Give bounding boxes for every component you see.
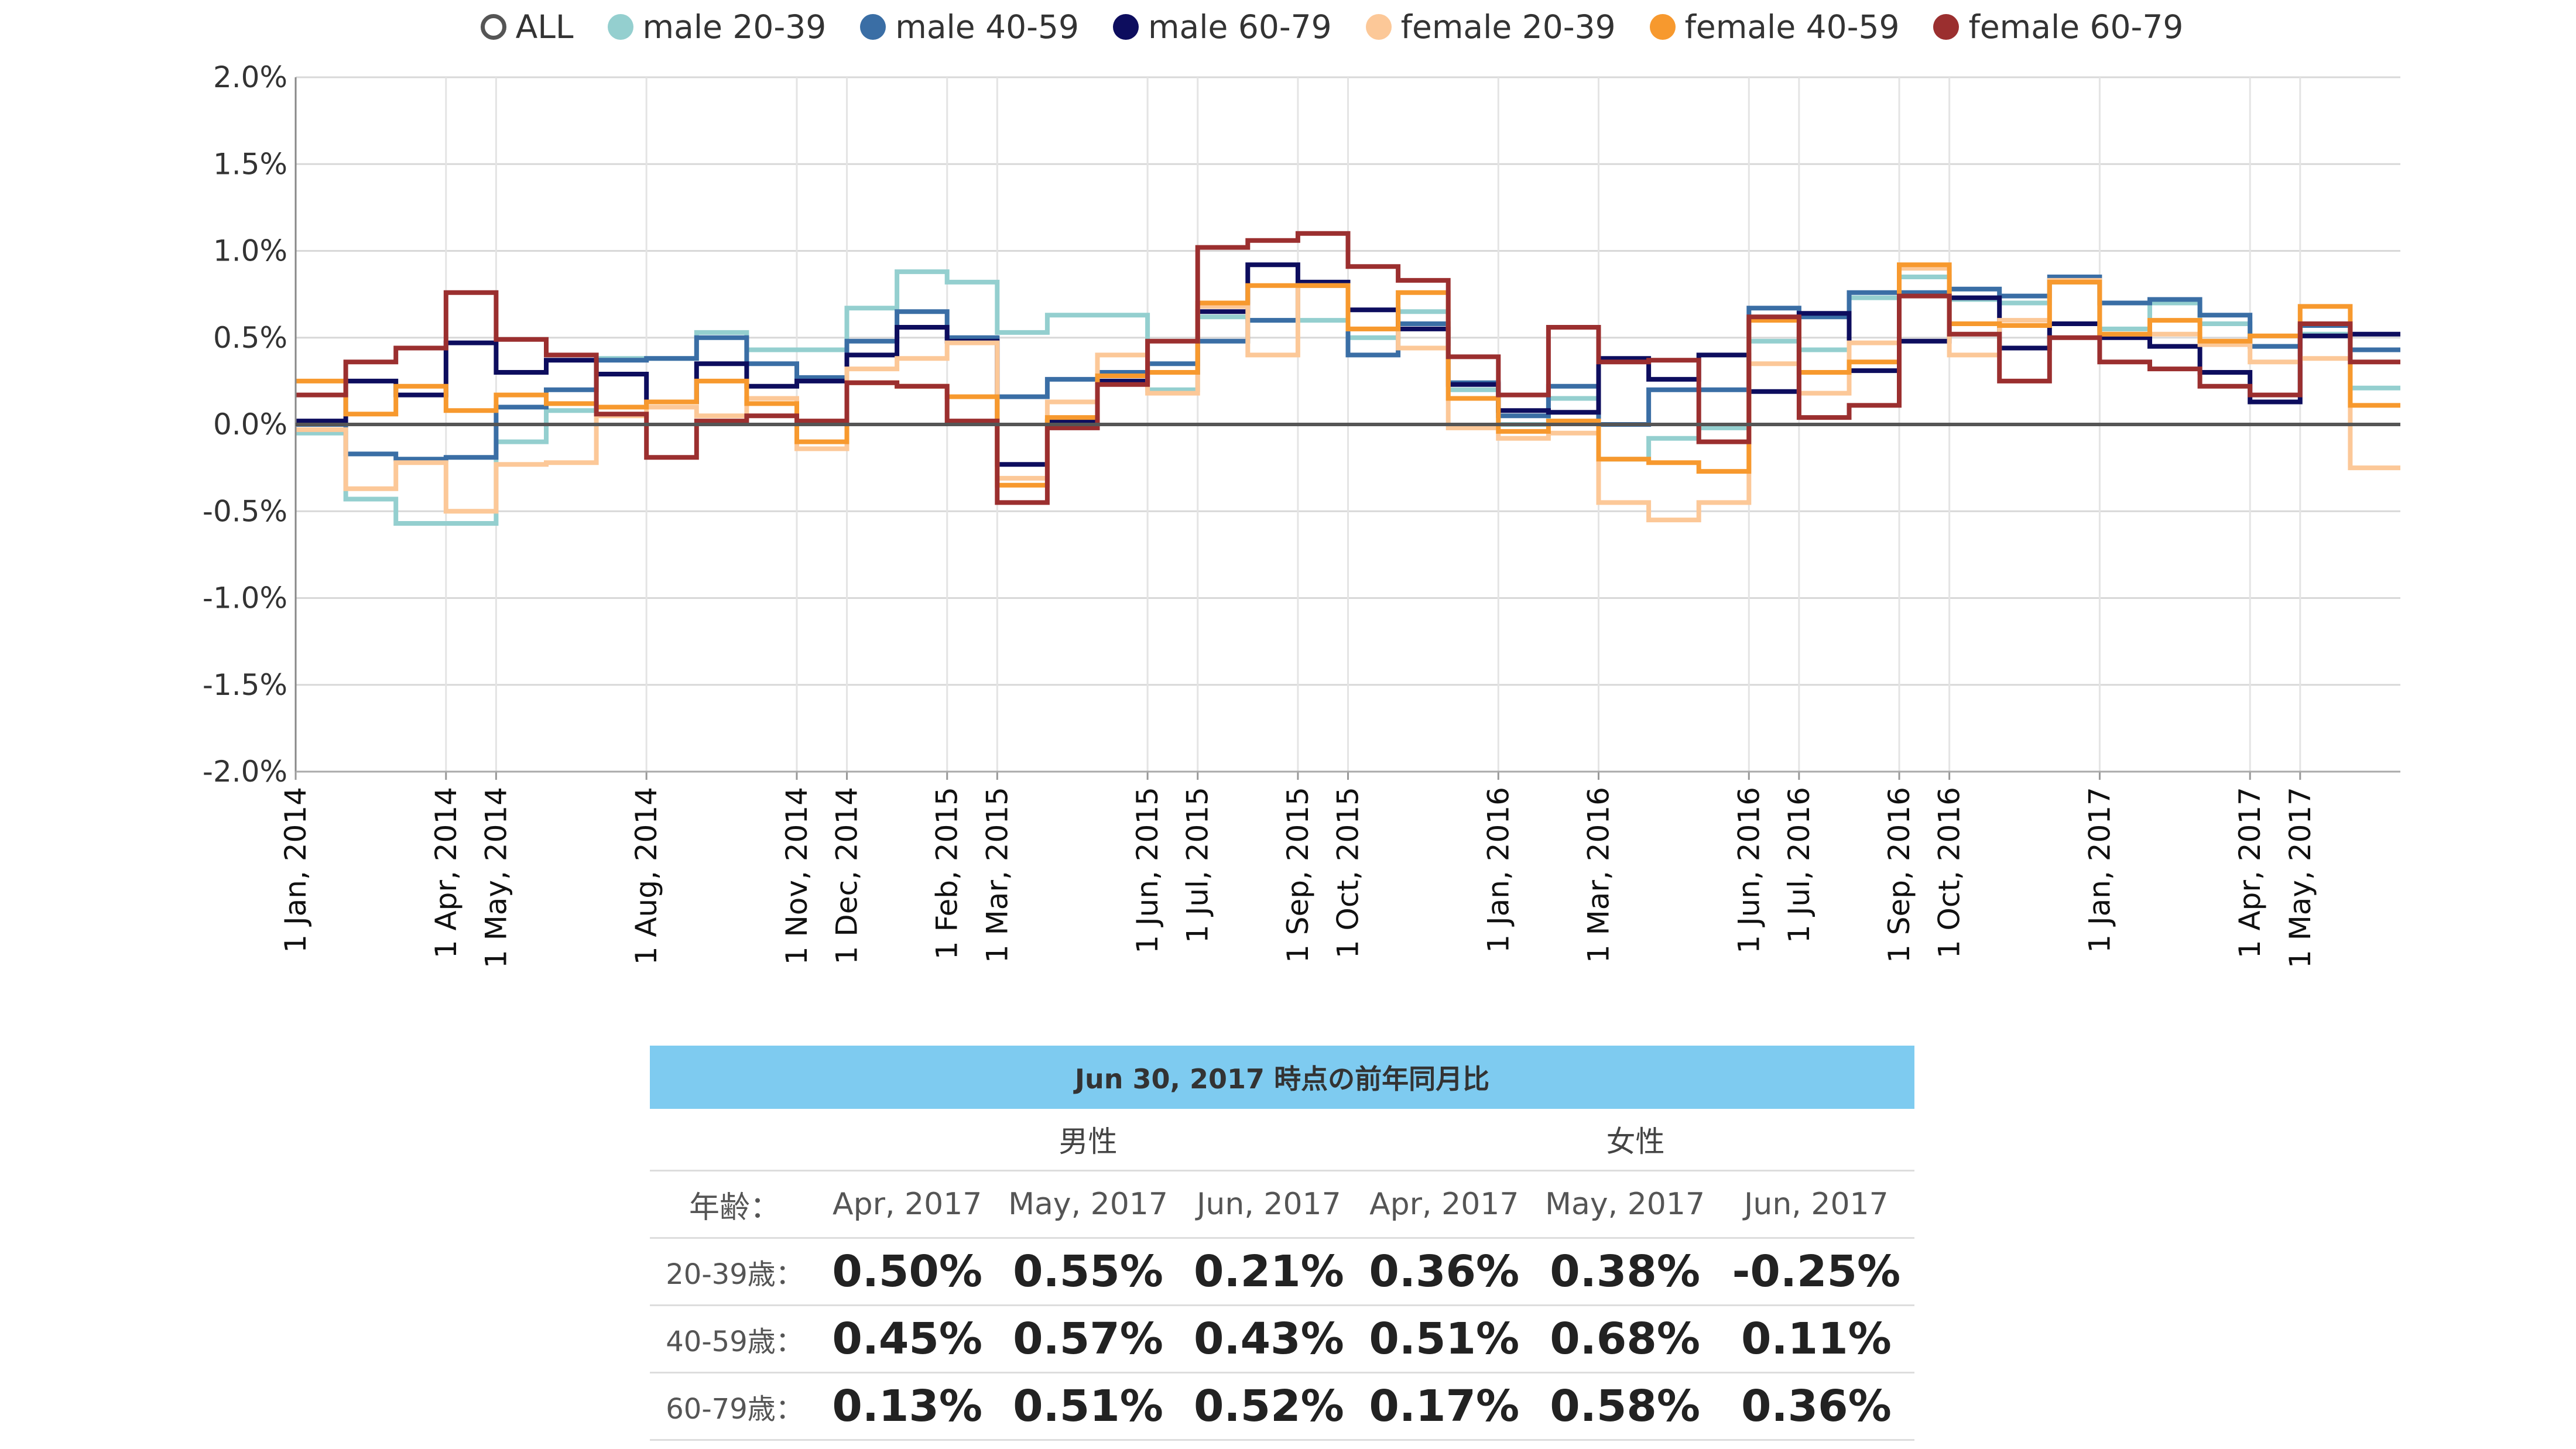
legend-item-all[interactable]: ALL — [480, 8, 574, 46]
column-header: May, 2017 — [995, 1170, 1181, 1239]
legend-item-m6079[interactable]: male 60-79 — [1112, 8, 1332, 46]
y-tick-label: -2.0% — [203, 755, 287, 789]
legend-marker-icon — [1649, 14, 1676, 40]
x-tick-label: 1 Nov, 2014 — [780, 787, 814, 965]
legend-label: female 60-79 — [1968, 8, 2184, 46]
x-tick-label: 1 Jul, 2015 — [1181, 787, 1215, 943]
x-tick-label: 1 Jan, 2017 — [2082, 787, 2116, 953]
summary-grid: 男性 女性 年齢： Apr, 2017 May, 2017 Jun, 2017 … — [650, 1109, 1914, 1441]
x-tick-label: 1 Jan, 2014 — [279, 787, 313, 953]
x-tick-label: 1 Sep, 2016 — [1882, 787, 1916, 963]
x-tick-label: 1 Jan, 2016 — [1481, 787, 1515, 953]
legend-marker-icon — [1933, 14, 1960, 40]
column-header: Apr, 2017 — [820, 1170, 995, 1239]
group-header-row: 男性 女性 — [650, 1109, 1914, 1171]
column-header: Apr, 2017 — [1356, 1170, 1532, 1239]
y-tick-label: -1.5% — [203, 668, 287, 702]
x-tick-label: 1 Oct, 2016 — [1933, 787, 1967, 958]
value-cell: 0.21% — [1181, 1238, 1357, 1306]
table-row: 60-79歳： 0.13% 0.51% 0.52% 0.17% 0.58% 0.… — [650, 1372, 1914, 1441]
group-header-male: 男性 — [820, 1109, 1357, 1171]
value-cell: 0.50% — [820, 1238, 995, 1306]
x-tick-label: 1 Oct, 2015 — [1331, 787, 1365, 958]
y-tick-label: 0.5% — [213, 321, 287, 355]
legend-label: ALL — [515, 8, 574, 46]
table-row: 40-59歳： 0.45% 0.57% 0.43% 0.51% 0.68% 0.… — [650, 1305, 1914, 1373]
x-tick-label: 1 May, 2014 — [479, 787, 513, 968]
legend-label: female 20-39 — [1400, 8, 1616, 46]
value-cell: 0.36% — [1356, 1238, 1532, 1306]
legend-item-f2039[interactable]: female 20-39 — [1365, 8, 1616, 46]
legend-item-m2039[interactable]: male 20-39 — [607, 8, 827, 46]
value-cell: 0.45% — [820, 1305, 995, 1373]
legend-marker-icon — [607, 14, 633, 40]
x-tick-label: 1 Mar, 2015 — [980, 787, 1014, 963]
group-header-female: 女性 — [1356, 1109, 1914, 1171]
legend-label: male 40-59 — [895, 8, 1079, 46]
value-cell: 0.58% — [1532, 1372, 1718, 1441]
legend-item-m4059[interactable]: male 40-59 — [860, 8, 1079, 46]
x-tick-label: 1 Apr, 2014 — [429, 787, 463, 958]
summary-title: Jun 30, 2017 時点の前年同月比 — [650, 1046, 1914, 1109]
legend-marker-icon — [860, 14, 886, 40]
x-tick-label: 1 Dec, 2014 — [830, 787, 864, 965]
value-cell: 0.43% — [1181, 1305, 1357, 1373]
axis-layer: 2.0% 1.5% 1.0% 0.5% 0.0% -0.5% -1.0% -1.5% -2.0%… — [203, 60, 2400, 968]
value-cell: 0.13% — [820, 1372, 995, 1441]
age-cell: 20-39歳： — [650, 1238, 820, 1306]
y-tick-label: 2.0% — [213, 60, 287, 94]
x-tick-label: 1 Jun, 2016 — [1732, 787, 1766, 954]
legend-marker-icon — [1365, 14, 1392, 40]
legend-label: female 40-59 — [1684, 8, 1900, 46]
series-line-f6079 — [296, 231, 2400, 505]
y-tick-label: -1.0% — [203, 581, 287, 615]
y-tick-label: 1.0% — [213, 234, 287, 268]
line-chart: 2.0% 1.5% 1.0% 0.5% 0.0% -0.5% -1.0% -1.5% -2.0%… — [203, 60, 2400, 968]
summary-table: Jun 30, 2017 時点の前年同月比 男性 女性 年齢： Apr, 201… — [650, 1046, 1914, 1441]
x-tick-label: 1 Mar, 2016 — [1581, 787, 1615, 963]
y-tick-label: -0.5% — [203, 494, 287, 528]
x-tick-label: 1 Jul, 2016 — [1782, 787, 1816, 943]
x-tick-label: 1 Feb, 2015 — [930, 787, 964, 960]
value-cell: 0.57% — [995, 1305, 1181, 1373]
value-cell: 0.52% — [1181, 1372, 1357, 1441]
age-cell: 40-59歳： — [650, 1305, 820, 1373]
value-cell: 0.51% — [1356, 1305, 1532, 1373]
value-cell: 0.36% — [1718, 1372, 1914, 1441]
y-tick-label: 1.5% — [213, 147, 287, 181]
legend-item-f4059[interactable]: female 40-59 — [1649, 8, 1900, 46]
column-header: Jun, 2017 — [1181, 1170, 1357, 1239]
column-header: Jun, 2017 — [1718, 1170, 1914, 1239]
column-header: May, 2017 — [1532, 1170, 1718, 1239]
x-tick-label: 1 Jun, 2015 — [1131, 787, 1164, 954]
chart-legend: ALL male 20-39 male 40-59 male 60-79 female … — [0, 4, 2576, 50]
value-cell: -0.25% — [1718, 1238, 1914, 1306]
y-tick-label: 0.0% — [213, 407, 287, 441]
legend-label: male 20-39 — [642, 8, 827, 46]
series-layer — [296, 231, 2400, 526]
age-header: 年齢： — [650, 1170, 820, 1239]
x-tick-label: 1 May, 2017 — [2283, 787, 2317, 968]
x-tick-label: 1 Aug, 2014 — [629, 787, 663, 965]
table-row: 20-39歳： 0.50% 0.55% 0.21% 0.36% 0.38% -0… — [650, 1238, 1914, 1306]
x-tick-label: 1 Apr, 2017 — [2233, 787, 2267, 958]
value-cell: 0.11% — [1718, 1305, 1914, 1373]
x-tick-label: 1 Sep, 2015 — [1281, 787, 1315, 963]
age-cell: 60-79歳： — [650, 1372, 820, 1441]
column-header-row: 年齢： Apr, 2017 May, 2017 Jun, 2017 Apr, 2… — [650, 1170, 1914, 1239]
group-header-spacer — [650, 1109, 820, 1171]
legend-label: male 60-79 — [1147, 8, 1332, 46]
legend-marker-icon — [480, 14, 506, 40]
value-cell: 0.38% — [1532, 1238, 1718, 1306]
value-cell: 0.55% — [995, 1238, 1181, 1306]
value-cell: 0.68% — [1532, 1305, 1718, 1373]
series-line-f4059 — [296, 262, 2400, 488]
legend-item-f6079[interactable]: female 60-79 — [1933, 8, 2183, 46]
value-cell: 0.51% — [995, 1372, 1181, 1441]
value-cell: 0.17% — [1356, 1372, 1532, 1441]
legend-marker-icon — [1112, 14, 1139, 40]
